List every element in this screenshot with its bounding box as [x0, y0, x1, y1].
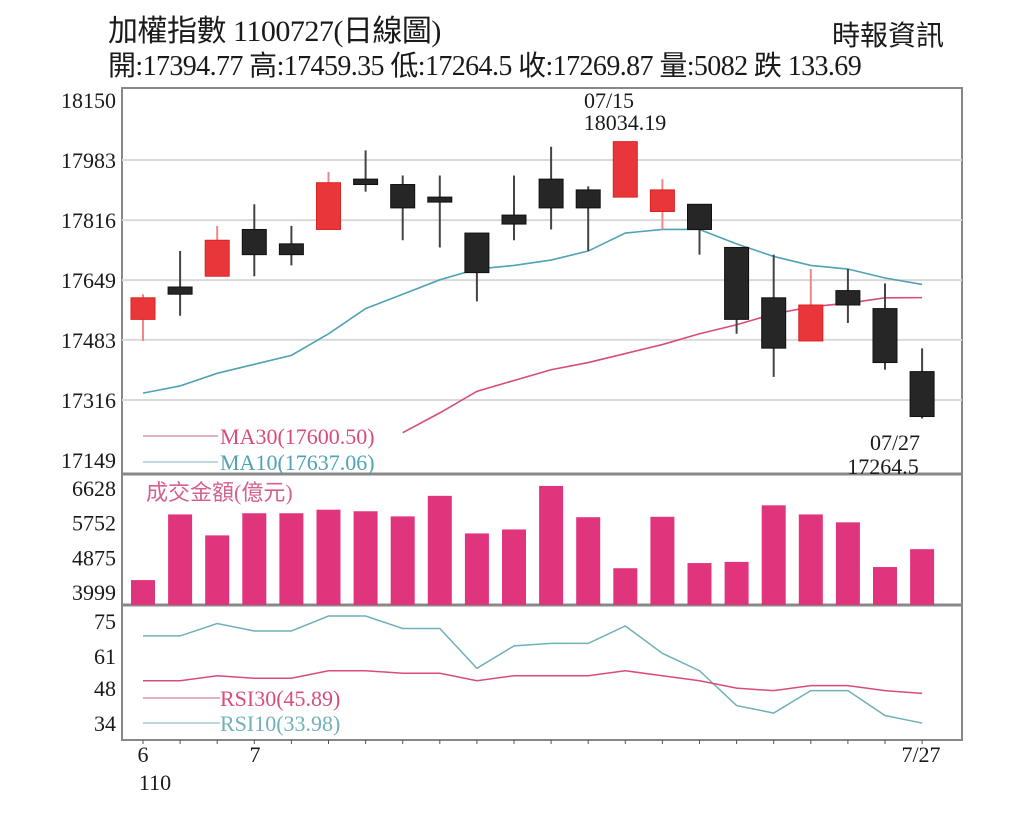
- volume-bar: [168, 514, 193, 605]
- volume-bar: [353, 511, 378, 605]
- volume-bar: [131, 580, 155, 605]
- volume-tick: 4875: [72, 545, 116, 570]
- volume-bar: [539, 485, 564, 605]
- volume-bar: [910, 549, 935, 605]
- candlestick: [353, 150, 379, 192]
- price-tick: 17316: [61, 388, 116, 413]
- candlestick: [761, 254, 787, 377]
- volume-bar: [873, 567, 897, 605]
- candlestick: [167, 251, 193, 316]
- candlestick: [130, 294, 156, 341]
- rsi-tick: 75: [94, 609, 116, 634]
- volume-bar: [576, 517, 601, 605]
- candlestick: [612, 141, 638, 198]
- price-tick: 17649: [61, 268, 116, 293]
- x-year: 110: [139, 770, 171, 795]
- candlestick: [464, 232, 490, 302]
- volume-bar: [724, 561, 749, 605]
- volume-bar: [279, 513, 304, 605]
- rsi10-legend: RSI10(33.98): [220, 711, 340, 736]
- price-tick: 17149: [61, 448, 116, 473]
- volume-bar: [761, 505, 786, 605]
- chart-title: 加權指數 1100727(日線圖): [108, 15, 441, 48]
- x-tick-june: 6: [138, 742, 149, 767]
- candlestick: [724, 246, 750, 334]
- volume-bar: [502, 529, 526, 605]
- volume-bar: [613, 568, 638, 605]
- rsi-tick: 34: [94, 711, 116, 736]
- candlestick: [909, 348, 935, 419]
- price-tick: 17983: [61, 148, 116, 173]
- volume-bar: [427, 495, 452, 605]
- x-tick-july: 7: [250, 742, 261, 767]
- candlestick: [204, 225, 230, 277]
- volume-bar: [835, 522, 860, 605]
- volume-bar: [390, 516, 415, 605]
- candlestick: [798, 269, 824, 342]
- candlestick: [278, 225, 304, 266]
- volume-bar: [316, 509, 341, 605]
- candlestick: [835, 269, 861, 323]
- candlestick: [241, 204, 267, 277]
- source-label: 時報資訊: [832, 21, 945, 52]
- volume-tick: 3999: [72, 580, 116, 605]
- candlestick: [316, 171, 341, 230]
- ma30-line: [402, 296, 923, 434]
- high-date: 07/15: [584, 88, 634, 113]
- candlestick: [538, 146, 564, 230]
- candlestick: [649, 179, 675, 230]
- rsi-tick: 48: [94, 676, 116, 701]
- ohlc-summary: 開:17394.77 高:17459.35 低:17264.5 收:17269.…: [108, 51, 862, 82]
- rsi10-line: [143, 615, 923, 724]
- ma10-legend: MA10(17637.06): [220, 450, 375, 475]
- rsi30-line: [143, 669, 923, 695]
- plot-frame: [121, 87, 963, 741]
- candlestick: [501, 175, 527, 241]
- volume-bar: [687, 563, 712, 605]
- rsi-tick: 61: [94, 644, 116, 669]
- price-tick: 18150: [61, 88, 116, 113]
- rsi30-legend: RSI30(45.89): [220, 686, 340, 711]
- volume-bar: [242, 513, 267, 605]
- volume-bar: [650, 516, 675, 605]
- low-date: 07/27: [870, 430, 920, 455]
- x-tick-last: 7/27: [901, 742, 940, 767]
- low-value: 17264.5: [847, 454, 919, 479]
- candlestick: [575, 186, 601, 252]
- candlestick: [687, 203, 712, 255]
- ma30-legend: MA30(17600.50): [220, 424, 375, 449]
- candlestick: [872, 283, 898, 370]
- candlestick: [390, 175, 416, 241]
- price-tick: 17483: [61, 328, 116, 353]
- volume-bar: [464, 533, 489, 605]
- volume-bar: [205, 535, 230, 605]
- price-tick: 17816: [61, 208, 116, 233]
- volume-bar: [798, 514, 823, 605]
- volume-tick: 5752: [72, 511, 116, 536]
- candlestick: [427, 175, 453, 248]
- ma10-line: [142, 228, 923, 394]
- volume-tick: 6628: [72, 476, 116, 501]
- high-value: 18034.19: [584, 110, 667, 135]
- volume-label: 成交金額(億元): [146, 480, 293, 505]
